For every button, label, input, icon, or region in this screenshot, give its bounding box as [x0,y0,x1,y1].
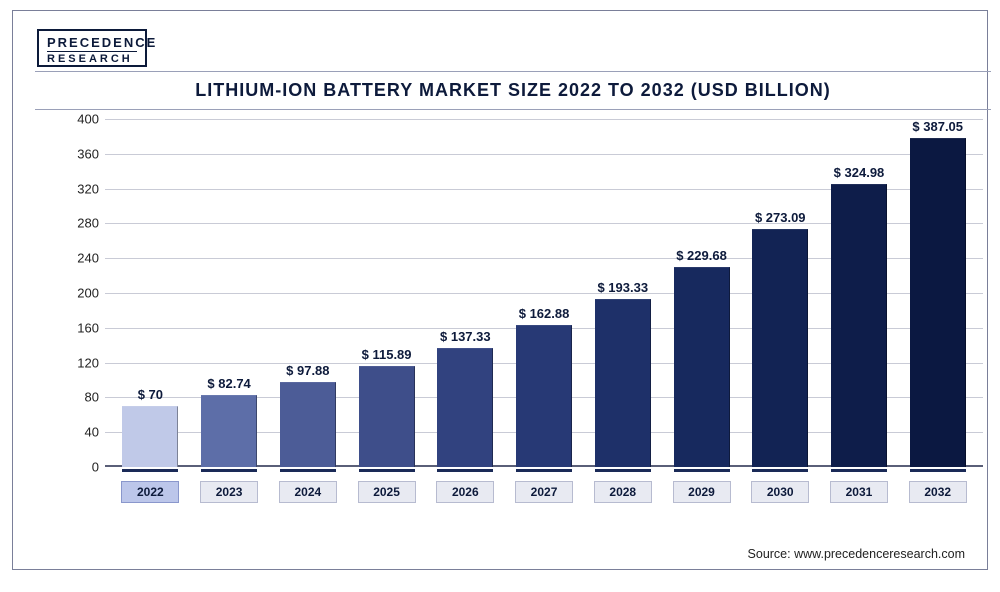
x-category: 2027 [505,471,584,519]
x-category: 2025 [347,471,426,519]
bar-slot: $ 229.68 [662,119,741,467]
x-category-label: 2023 [200,481,258,503]
bar [910,138,966,467]
bar [359,366,415,467]
x-category-label: 2025 [358,481,416,503]
y-tick-label: 200 [77,286,99,301]
source-attribution: Source: www.precedenceresearch.com [748,547,965,561]
x-category-label: 2028 [594,481,652,503]
bar-slot: $ 115.89 [347,119,426,467]
bar [595,299,651,467]
bar-slot: $ 273.09 [741,119,820,467]
bar-slot: $ 137.33 [426,119,505,467]
y-tick-label: 360 [77,146,99,161]
bar [280,382,336,467]
bar-slot: $ 97.88 [268,119,347,467]
chart-title: LITHIUM-ION BATTERY MARKET SIZE 2022 TO … [35,71,991,110]
x-category: 2023 [190,471,269,519]
bar-value-label: $ 82.74 [207,376,250,391]
y-tick-label: 280 [77,216,99,231]
x-category: 2030 [741,471,820,519]
x-category-label: 2026 [436,481,494,503]
x-category: 2024 [268,471,347,519]
bar-value-label: $ 324.98 [834,165,885,180]
chart-plot-area: 04080120160200240280320360400 $ 70$ 82.7… [63,119,993,519]
bar [201,395,257,467]
bar-value-label: $ 273.09 [755,210,806,225]
x-category: 2028 [583,471,662,519]
bar [437,348,493,467]
x-axis-categories: 2022 2023 2024 2025 2026 2027 2028 2029 2030 2031… [105,471,983,519]
bar-slot: $ 82.74 [190,119,269,467]
bar [674,267,730,467]
y-tick-label: 400 [77,112,99,127]
logo-text-top: PRECEDENCE [47,35,137,50]
x-category-label: 2027 [515,481,573,503]
bar [831,184,887,467]
chart-frame: PRECEDENCE RESEARCH LITHIUM-ION BATTERY … [12,10,988,570]
x-category-label: 2031 [830,481,888,503]
x-category-label: 2030 [751,481,809,503]
y-tick-label: 160 [77,320,99,335]
y-tick-label: 40 [85,425,99,440]
bar [122,406,178,467]
x-category: 2026 [426,471,505,519]
bar-value-label: $ 70 [138,387,163,402]
x-category: 2032 [898,471,977,519]
bars-container: $ 70 $ 82.74 $ 97.88 $ 115.89 $ 137.33 $ 162.… [105,119,983,467]
bar-slot: $ 162.88 [505,119,584,467]
y-tick-label: 0 [92,460,99,475]
bar-value-label: $ 97.88 [286,363,329,378]
bar-slot: $ 324.98 [820,119,899,467]
bar-slot: $ 193.33 [583,119,662,467]
y-axis: 04080120160200240280320360400 [63,119,105,467]
bar [752,229,808,467]
x-category: 2022 [111,471,190,519]
x-category: 2029 [662,471,741,519]
bar-value-label: $ 137.33 [440,329,491,344]
x-category-label: 2029 [673,481,731,503]
y-tick-label: 120 [77,355,99,370]
bar-value-label: $ 387.05 [912,119,963,134]
y-tick-label: 240 [77,251,99,266]
bar-value-label: $ 115.89 [362,347,412,362]
y-tick-label: 80 [85,390,99,405]
y-tick-label: 320 [77,181,99,196]
bar-value-label: $ 162.88 [519,306,570,321]
bar-slot: $ 387.05 [898,119,977,467]
x-category-label: 2022 [121,481,179,503]
x-category-label: 2032 [909,481,967,503]
bar-value-label: $ 229.68 [676,248,727,263]
bar [516,325,572,467]
x-category: 2031 [820,471,899,519]
bar-value-label: $ 193.33 [597,280,648,295]
logo-text-bottom: RESEARCH [47,51,137,65]
x-category-label: 2024 [279,481,337,503]
brand-logo: PRECEDENCE RESEARCH [37,29,147,67]
bar-slot: $ 70 [111,119,190,467]
